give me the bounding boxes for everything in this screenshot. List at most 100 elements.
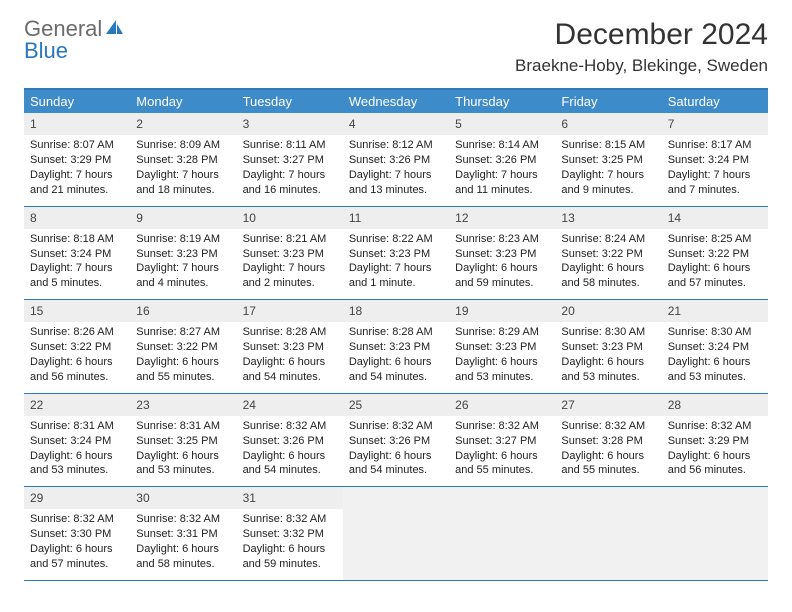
sunset-text: Sunset: 3:25 PM bbox=[561, 153, 655, 168]
calendar-day: 29Sunrise: 8:32 AMSunset: 3:30 PMDayligh… bbox=[24, 487, 130, 580]
day-number: 13 bbox=[555, 207, 661, 229]
calendar-day: 16Sunrise: 8:27 AMSunset: 3:22 PMDayligh… bbox=[130, 300, 236, 393]
sunset-text: Sunset: 3:22 PM bbox=[561, 247, 655, 262]
day-number: 14 bbox=[662, 207, 768, 229]
calendar-day: 17Sunrise: 8:28 AMSunset: 3:23 PMDayligh… bbox=[237, 300, 343, 393]
sunrise-text: Sunrise: 8:18 AM bbox=[30, 232, 124, 247]
sunset-text: Sunset: 3:23 PM bbox=[455, 247, 549, 262]
calendar-day: 23Sunrise: 8:31 AMSunset: 3:25 PMDayligh… bbox=[130, 394, 236, 487]
day-number: 4 bbox=[343, 113, 449, 135]
day-number: 21 bbox=[662, 300, 768, 322]
sunrise-text: Sunrise: 8:31 AM bbox=[30, 419, 124, 434]
weekday-saturday: Saturday bbox=[662, 90, 768, 113]
day-number: 2 bbox=[130, 113, 236, 135]
calendar-week: 1Sunrise: 8:07 AMSunset: 3:29 PMDaylight… bbox=[24, 113, 768, 207]
day-number: 25 bbox=[343, 394, 449, 416]
calendar-day: 15Sunrise: 8:26 AMSunset: 3:22 PMDayligh… bbox=[24, 300, 130, 393]
calendar-day: 3Sunrise: 8:11 AMSunset: 3:27 PMDaylight… bbox=[237, 113, 343, 206]
sunrise-text: Sunrise: 8:23 AM bbox=[455, 232, 549, 247]
sunrise-text: Sunrise: 8:32 AM bbox=[668, 419, 762, 434]
sunrise-text: Sunrise: 8:25 AM bbox=[668, 232, 762, 247]
day-number: 31 bbox=[237, 487, 343, 509]
sunset-text: Sunset: 3:24 PM bbox=[668, 340, 762, 355]
daylight-text: Daylight: 6 hours and 56 minutes. bbox=[30, 355, 124, 385]
calendar-day: 4Sunrise: 8:12 AMSunset: 3:26 PMDaylight… bbox=[343, 113, 449, 206]
calendar-day: 25Sunrise: 8:32 AMSunset: 3:26 PMDayligh… bbox=[343, 394, 449, 487]
sunrise-text: Sunrise: 8:32 AM bbox=[30, 512, 124, 527]
calendar-day: 2Sunrise: 8:09 AMSunset: 3:28 PMDaylight… bbox=[130, 113, 236, 206]
sunrise-text: Sunrise: 8:14 AM bbox=[455, 138, 549, 153]
calendar-day: 9Sunrise: 8:19 AMSunset: 3:23 PMDaylight… bbox=[130, 207, 236, 300]
daylight-text: Daylight: 7 hours and 13 minutes. bbox=[349, 168, 443, 198]
location: Braekne-Hoby, Blekinge, Sweden bbox=[515, 56, 768, 76]
daylight-text: Daylight: 7 hours and 2 minutes. bbox=[243, 261, 337, 291]
day-number: 7 bbox=[662, 113, 768, 135]
daylight-text: Daylight: 6 hours and 54 minutes. bbox=[349, 449, 443, 479]
sunset-text: Sunset: 3:32 PM bbox=[243, 527, 337, 542]
weekday-sunday: Sunday bbox=[24, 90, 130, 113]
weekday-header: Sunday Monday Tuesday Wednesday Thursday… bbox=[24, 90, 768, 113]
calendar-day: 19Sunrise: 8:29 AMSunset: 3:23 PMDayligh… bbox=[449, 300, 555, 393]
title-block: December 2024 Braekne-Hoby, Blekinge, Sw… bbox=[515, 18, 768, 76]
sunrise-text: Sunrise: 8:32 AM bbox=[243, 512, 337, 527]
sunset-text: Sunset: 3:23 PM bbox=[243, 247, 337, 262]
daylight-text: Daylight: 6 hours and 55 minutes. bbox=[561, 449, 655, 479]
sunset-text: Sunset: 3:30 PM bbox=[30, 527, 124, 542]
calendar-day: 6Sunrise: 8:15 AMSunset: 3:25 PMDaylight… bbox=[555, 113, 661, 206]
daylight-text: Daylight: 6 hours and 55 minutes. bbox=[455, 449, 549, 479]
sunrise-text: Sunrise: 8:31 AM bbox=[136, 419, 230, 434]
calendar-empty-cell bbox=[343, 487, 449, 580]
daylight-text: Daylight: 6 hours and 59 minutes. bbox=[455, 261, 549, 291]
day-number: 16 bbox=[130, 300, 236, 322]
daylight-text: Daylight: 7 hours and 9 minutes. bbox=[561, 168, 655, 198]
calendar-week: 8Sunrise: 8:18 AMSunset: 3:24 PMDaylight… bbox=[24, 207, 768, 301]
day-number: 24 bbox=[237, 394, 343, 416]
day-number: 26 bbox=[449, 394, 555, 416]
daylight-text: Daylight: 7 hours and 21 minutes. bbox=[30, 168, 124, 198]
sunrise-text: Sunrise: 8:28 AM bbox=[349, 325, 443, 340]
calendar-day: 7Sunrise: 8:17 AMSunset: 3:24 PMDaylight… bbox=[662, 113, 768, 206]
sunrise-text: Sunrise: 8:17 AM bbox=[668, 138, 762, 153]
sunset-text: Sunset: 3:24 PM bbox=[30, 434, 124, 449]
day-number: 11 bbox=[343, 207, 449, 229]
logo-sail-icon bbox=[104, 18, 124, 40]
calendar-day: 11 Sunrise: 8:22 AMSunset: 3:23 PMDayligh… bbox=[343, 207, 449, 300]
calendar-day: 30Sunrise: 8:32 AMSunset: 3:31 PMDayligh… bbox=[130, 487, 236, 580]
calendar-day: 8Sunrise: 8:18 AMSunset: 3:24 PMDaylight… bbox=[24, 207, 130, 300]
calendar-day: 24Sunrise: 8:32 AMSunset: 3:26 PMDayligh… bbox=[237, 394, 343, 487]
day-number: 27 bbox=[555, 394, 661, 416]
day-number: 12 bbox=[449, 207, 555, 229]
calendar-day: 13Sunrise: 8:24 AMSunset: 3:22 PMDayligh… bbox=[555, 207, 661, 300]
sunset-text: Sunset: 3:23 PM bbox=[455, 340, 549, 355]
calendar-day: 28Sunrise: 8:32 AMSunset: 3:29 PMDayligh… bbox=[662, 394, 768, 487]
daylight-text: Daylight: 7 hours and 1 minute. bbox=[349, 261, 443, 291]
sunset-text: Sunset: 3:28 PM bbox=[561, 434, 655, 449]
sunset-text: Sunset: 3:23 PM bbox=[136, 247, 230, 262]
sunset-text: Sunset: 3:29 PM bbox=[30, 153, 124, 168]
daylight-text: Daylight: 6 hours and 53 minutes. bbox=[561, 355, 655, 385]
daylight-text: Daylight: 6 hours and 54 minutes. bbox=[243, 449, 337, 479]
calendar-week: 22Sunrise: 8:31 AMSunset: 3:24 PMDayligh… bbox=[24, 394, 768, 488]
sunset-text: Sunset: 3:28 PM bbox=[136, 153, 230, 168]
calendar-day: 31Sunrise: 8:32 AMSunset: 3:32 PMDayligh… bbox=[237, 487, 343, 580]
day-number: 18 bbox=[343, 300, 449, 322]
calendar-day: 12 Sunrise: 8:23 AMSunset: 3:23 PMDayligh… bbox=[449, 207, 555, 300]
daylight-text: Daylight: 6 hours and 54 minutes. bbox=[349, 355, 443, 385]
sunrise-text: Sunrise: 8:32 AM bbox=[561, 419, 655, 434]
sunrise-text: Sunrise: 8:30 AM bbox=[561, 325, 655, 340]
sunset-text: Sunset: 3:27 PM bbox=[455, 434, 549, 449]
daylight-text: Daylight: 6 hours and 53 minutes. bbox=[668, 355, 762, 385]
sunrise-text: Sunrise: 8:22 AM bbox=[349, 232, 443, 247]
sunrise-text: Sunrise: 8:07 AM bbox=[30, 138, 124, 153]
sunrise-text: Sunrise: 8:32 AM bbox=[136, 512, 230, 527]
sunset-text: Sunset: 3:23 PM bbox=[561, 340, 655, 355]
daylight-text: Daylight: 6 hours and 53 minutes. bbox=[136, 449, 230, 479]
sunset-text: Sunset: 3:23 PM bbox=[349, 340, 443, 355]
sunset-text: Sunset: 3:23 PM bbox=[349, 247, 443, 262]
calendar-empty-cell bbox=[555, 487, 661, 580]
sunrise-text: Sunrise: 8:32 AM bbox=[455, 419, 549, 434]
daylight-text: Daylight: 7 hours and 11 minutes. bbox=[455, 168, 549, 198]
calendar-grid: 1Sunrise: 8:07 AMSunset: 3:29 PMDaylight… bbox=[24, 113, 768, 581]
sunrise-text: Sunrise: 8:15 AM bbox=[561, 138, 655, 153]
sunset-text: Sunset: 3:29 PM bbox=[668, 434, 762, 449]
